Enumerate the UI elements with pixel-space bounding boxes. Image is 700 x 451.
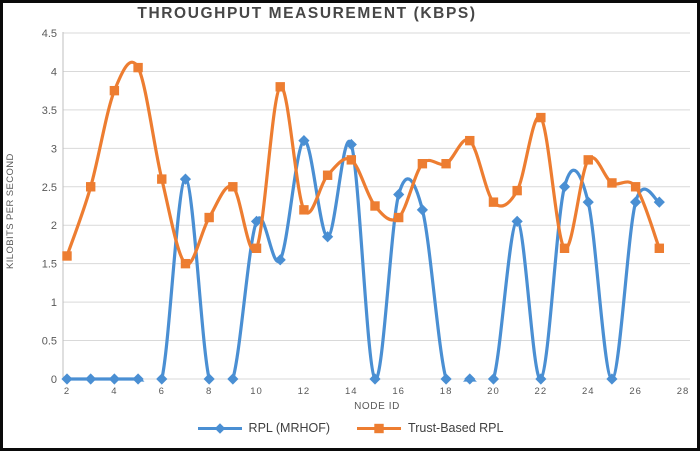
data-point-marker (346, 155, 357, 165)
data-point-marker (228, 182, 238, 192)
data-point-marker (654, 243, 665, 253)
data-point-marker (630, 182, 641, 192)
data-point-marker (204, 212, 214, 223)
x-axis-title: NODE ID (354, 401, 400, 412)
data-point-marker (251, 243, 262, 253)
data-point-marker (109, 85, 120, 96)
data-point-marker (227, 373, 239, 385)
svg-text:18: 18 (440, 386, 453, 397)
svg-text:4: 4 (111, 386, 117, 397)
legend-square-marker-icon (357, 423, 402, 433)
data-point-marker (488, 197, 499, 207)
x-axis-ticks: 2 4 6 8 10 12 14 16 18 20 22 24 26 28 (64, 386, 690, 397)
data-point-marker (85, 373, 97, 385)
data-point-marker (558, 181, 571, 193)
svg-text:3: 3 (51, 143, 57, 155)
legend-item-rpl-mrhof: RPL (MRHOF) (197, 421, 330, 435)
data-point-marker (322, 170, 333, 180)
data-point-marker (299, 205, 309, 215)
data-point-marker (250, 215, 263, 227)
data-point-marker (132, 373, 144, 385)
data-point-marker (653, 196, 665, 208)
svg-text:26: 26 (629, 386, 642, 397)
data-point-marker (275, 82, 285, 92)
series-trust-based-rpl-line (65, 60, 661, 266)
data-point-marker (583, 155, 593, 165)
data-point-marker (62, 251, 72, 261)
svg-text:6: 6 (159, 386, 165, 397)
data-point-marker (157, 174, 167, 184)
svg-text:4: 4 (51, 66, 57, 78)
data-point-marker (108, 373, 120, 385)
data-point-marker (203, 373, 215, 385)
svg-text:1.5: 1.5 (42, 259, 57, 271)
svg-text:2: 2 (51, 220, 57, 232)
data-point-marker (393, 188, 405, 201)
data-point-marker (535, 373, 547, 385)
data-point-marker (464, 373, 476, 385)
data-point-marker (61, 373, 73, 385)
data-point-marker (607, 178, 617, 188)
plot-area: 00.511.522.533.544.52 4 6 8 10 12 14 16 18 20 22 24… (42, 28, 690, 397)
data-point-marker (274, 254, 286, 266)
chart-title: THROUGHPUT MEASUREMENT (KBPS) (137, 5, 477, 22)
svg-text:0: 0 (51, 374, 57, 386)
svg-text:3.5: 3.5 (42, 105, 57, 117)
data-point-marker (536, 112, 546, 123)
data-point-marker (180, 258, 191, 269)
svg-text:12: 12 (298, 386, 311, 397)
svg-text:10: 10 (250, 386, 263, 397)
svg-text:1: 1 (51, 297, 57, 309)
data-point-marker (511, 215, 523, 227)
data-point-marker (417, 159, 428, 169)
y-axis-ticks: 0 0.5 1 1.5 2 2.5 3 3.5 4 4.5 (42, 28, 57, 386)
legend-item-trust-based-rpl: Trust-Based RPL (356, 421, 503, 435)
data-point-marker (156, 373, 168, 385)
data-point-marker (85, 182, 96, 192)
data-point-marker (465, 135, 475, 146)
svg-text:16: 16 (392, 386, 405, 397)
legend-diamond-marker-icon (197, 422, 242, 434)
legend-label-trust-based-rpl: Trust-Based RPL (408, 421, 504, 435)
data-point-marker (487, 373, 500, 385)
svg-text:0.5: 0.5 (42, 336, 57, 348)
data-point-marker (298, 135, 310, 147)
svg-text:24: 24 (582, 386, 595, 397)
legend: RPL (MRHOF) Trust-Based RPL (3, 421, 697, 435)
data-point-marker (370, 201, 380, 211)
data-point-marker (393, 212, 404, 223)
svg-text:14: 14 (345, 386, 358, 397)
data-point-marker (369, 373, 381, 385)
data-point-marker (630, 196, 642, 208)
svg-text:4.5: 4.5 (42, 28, 57, 40)
data-point-marker (179, 173, 192, 185)
data-point-marker (582, 196, 594, 208)
series-trust-based-rpl (62, 60, 665, 269)
data-point-marker (441, 159, 451, 169)
svg-text:2: 2 (64, 386, 70, 397)
legend-label-rpl-mrhof: RPL (MRHOF) (248, 421, 331, 435)
svg-text:22: 22 (535, 386, 548, 397)
data-point-marker (133, 62, 143, 73)
svg-text:20: 20 (487, 386, 500, 397)
data-point-marker (322, 231, 334, 243)
data-point-marker (606, 373, 618, 385)
data-point-marker (416, 204, 428, 216)
data-point-marker (559, 243, 570, 253)
data-point-marker (512, 185, 522, 196)
svg-text:2.5: 2.5 (42, 182, 57, 194)
series-rpl-mrhof (61, 135, 665, 385)
data-point-marker (345, 138, 357, 151)
data-point-marker (440, 373, 452, 385)
svg-text:8: 8 (206, 386, 212, 397)
svg-text:28: 28 (677, 386, 690, 397)
